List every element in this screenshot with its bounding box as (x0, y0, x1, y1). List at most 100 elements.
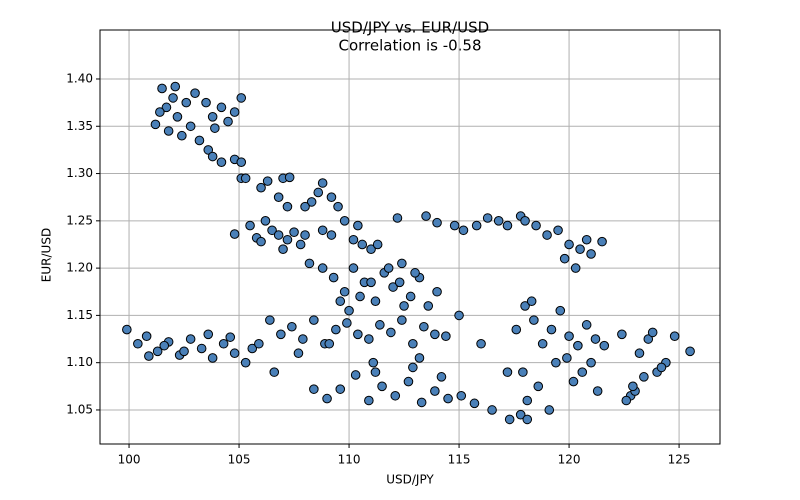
scatter-point (335, 384, 346, 394)
scatter-point (298, 334, 308, 344)
scatter-point (170, 81, 181, 92)
scatter-point (216, 102, 227, 113)
scatter-point (122, 324, 132, 335)
scatter-point (599, 340, 610, 351)
scatter-point (236, 93, 247, 103)
scatter-point (570, 263, 581, 273)
scatter-point (157, 83, 167, 94)
scatter-point (441, 331, 451, 341)
scatter-point (177, 130, 187, 141)
scatter-point (194, 135, 205, 146)
scatter-point (179, 346, 189, 357)
scatter-point (190, 88, 200, 98)
scatter-point (443, 393, 453, 404)
scatter-point (559, 253, 570, 264)
scatter-point (564, 331, 574, 341)
scatter-point (423, 301, 434, 311)
scatter-point (353, 329, 363, 340)
scatter-point (289, 227, 299, 237)
y-tick-label: 1.20 (66, 261, 93, 275)
scatter-point (203, 145, 214, 155)
scatter-point (408, 338, 418, 349)
scatter-point (273, 230, 284, 240)
scatter-point (586, 249, 596, 259)
y-tick-label: 1.10 (66, 355, 93, 369)
scatter-point (520, 301, 530, 311)
scatter-point (377, 381, 387, 392)
x-tick-label: 105 (228, 453, 251, 467)
scatter-point (245, 220, 255, 231)
scatter-point (487, 405, 497, 415)
scatter-point (410, 268, 420, 278)
scatter-point (403, 376, 414, 387)
scatter-point (300, 201, 310, 212)
scatter-point (592, 386, 603, 396)
scatter-point (493, 216, 504, 226)
scatter-point (207, 112, 218, 122)
scatter-point (240, 357, 251, 368)
scatter-point (364, 395, 374, 406)
scatter-point (372, 239, 383, 250)
scatter-point (368, 357, 379, 368)
scatter-point (518, 367, 528, 377)
scatter-point (370, 296, 381, 307)
scatter-point (273, 192, 284, 202)
scatter-point (408, 362, 418, 373)
x-tick-label: 110 (338, 453, 361, 467)
scatter-point (392, 213, 403, 223)
chart-subtitle: Correlation is -0.58 (338, 37, 481, 55)
scatter-point (634, 348, 645, 359)
scatter-point (229, 229, 240, 239)
scatter-point (322, 393, 332, 404)
scatter-point (568, 376, 579, 387)
scatter-point (504, 414, 515, 425)
scatter-point (386, 327, 396, 338)
plot-frame (99, 29, 721, 445)
scatter-point (546, 324, 557, 335)
scatter-point (581, 234, 592, 245)
scatter-point (203, 329, 214, 340)
scatter-point (542, 230, 552, 240)
scatter-point (639, 372, 649, 382)
y-tick-label: 1.35 (66, 119, 93, 133)
scatter-point (449, 220, 460, 231)
scatter-point (163, 126, 174, 136)
scatter-point (317, 178, 328, 188)
scatter-point (597, 236, 607, 247)
scatter-point (144, 351, 154, 361)
y-tick-label: 1.40 (66, 71, 93, 85)
scatter-point (348, 234, 359, 245)
scatter-point (254, 338, 264, 349)
scatter-point (309, 315, 319, 325)
scatter-point (586, 357, 596, 368)
scatter-point (276, 329, 286, 340)
scatter-point (617, 329, 627, 340)
scatter-point (430, 329, 440, 340)
scatter-point (161, 102, 172, 113)
scatter-point (260, 216, 271, 226)
scatter-point (436, 372, 447, 382)
scatter-point (353, 220, 363, 231)
scatter-point (522, 414, 533, 425)
x-tick-label: 120 (558, 453, 581, 467)
scatter-point (573, 340, 583, 351)
scatter-point (397, 315, 407, 325)
scatter-point (555, 305, 566, 316)
scatter-point (181, 97, 192, 108)
scatter-point (225, 332, 236, 342)
scatter-point (201, 97, 211, 108)
scatter-point (432, 286, 442, 297)
scatter-point (551, 357, 561, 368)
scatter-point (390, 390, 401, 401)
scatter-point (150, 119, 161, 130)
scatter-point (553, 225, 563, 236)
scatter-point (185, 334, 196, 344)
scatter-point (335, 296, 346, 307)
scatter-point (511, 324, 522, 335)
scatter-point (529, 315, 539, 325)
scatter-point (520, 216, 530, 226)
scatter-point (366, 244, 376, 254)
scatter-point (388, 282, 398, 292)
